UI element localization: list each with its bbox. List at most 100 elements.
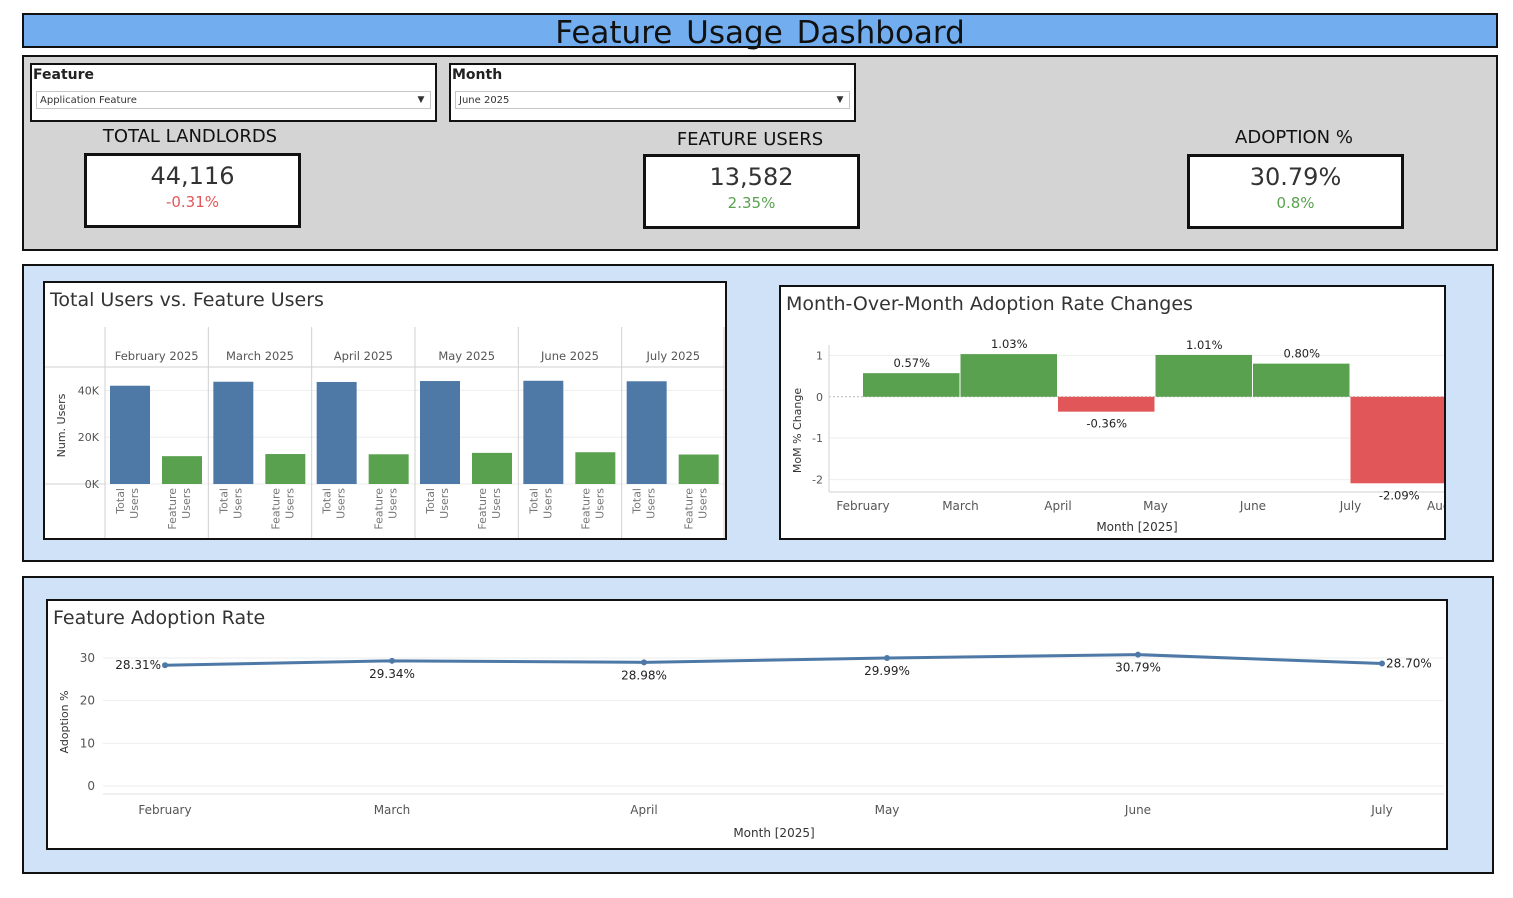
feature-users-bar <box>575 452 616 484</box>
chart-title: Total Users vs. Feature Users <box>50 289 324 311</box>
y-tick-label: -2 <box>812 474 823 487</box>
month-filter-label: Month <box>452 67 503 83</box>
group-header: June 2025 <box>540 349 599 363</box>
data-label: 1.03% <box>991 337 1028 351</box>
feature-select-value: Application Feature <box>40 95 137 106</box>
data-label: 30.79% <box>1115 661 1161 675</box>
data-label: 0.57% <box>893 356 930 370</box>
data-label: 29.34% <box>369 667 415 681</box>
data-point <box>162 662 168 669</box>
month-filter: Month June 2025 ▼ <box>449 63 856 122</box>
x-tick-label: Users <box>335 488 348 519</box>
x-tick-label: August <box>1427 499 1444 513</box>
data-label: 1.01% <box>1186 338 1223 352</box>
data-label: 28.98% <box>621 668 667 682</box>
total-landlords-value: 44,116 <box>150 162 235 190</box>
positive-change-bar <box>960 354 1057 397</box>
x-tick-label: Users <box>180 488 193 519</box>
chart-title: Month-Over-Month Adoption Rate Changes <box>786 293 1193 315</box>
x-tick-label: June <box>1239 499 1266 513</box>
x-tick-label: June <box>1124 803 1151 817</box>
x-tick-label: March <box>374 803 411 817</box>
negative-change-bar <box>1058 396 1155 412</box>
x-tick-label: Users <box>128 488 141 519</box>
x-tick-label: Feature <box>373 488 386 530</box>
y-tick-label: 1 <box>816 349 823 362</box>
mom-chart-card: Month-Over-Month Adoption Rate Changes M… <box>779 285 1446 540</box>
x-tick-label: Users <box>490 488 503 519</box>
y-tick-label: 20 <box>80 694 95 708</box>
adoption-value: 30.79% <box>1249 163 1342 191</box>
feature-users-bar <box>162 456 202 484</box>
chevron-down-icon[interactable]: ▼ <box>836 95 844 105</box>
y-axis-label: MoM % Change <box>791 388 804 474</box>
x-tick-label: May <box>875 803 900 817</box>
mom-bar-chart: MoM % Change 1 0 -1 -2 0.57% 1.03% -0.36% 1.01% 0… <box>791 337 1444 534</box>
y-tick-label: 0 <box>87 779 95 793</box>
filter-kpi-panel: Feature Application Feature ▼ Month June… <box>22 55 1498 251</box>
feature-users-label: FEATURE USERS <box>676 129 824 150</box>
data-label: 28.31% <box>115 658 161 672</box>
negative-change-bar <box>1350 396 1444 484</box>
x-axis-label: Month [2025] <box>1096 520 1177 534</box>
dashboard-title: Feature Usage Dashboard <box>22 13 1498 51</box>
x-tick-label: Total <box>217 488 230 515</box>
adoption-delta: 0.8% <box>1276 194 1315 212</box>
group-header: May 2025 <box>438 349 495 363</box>
y-tick-label: 20K <box>78 431 100 444</box>
adoption-line <box>164 653 1383 667</box>
x-tick-label: Total <box>631 488 644 515</box>
positive-change-bar <box>863 373 960 397</box>
x-tick-label: July <box>1370 803 1393 817</box>
adoption-label: ADOPTION % <box>1235 127 1353 148</box>
data-point <box>641 659 647 666</box>
x-tick-label: Total <box>114 488 127 515</box>
x-tick-label: Users <box>645 488 658 519</box>
x-tick-label: Total <box>527 488 540 515</box>
feature-users-bar <box>265 454 306 484</box>
x-tick-label: March <box>942 499 979 513</box>
feature-users-bar <box>472 452 512 484</box>
total-landlords-card: 44,116 -0.31% <box>84 153 301 228</box>
adoption-line-chart: Adoption % 30 20 10 0 28.31% 29.34% 28.98% 29.99… <box>58 651 1444 840</box>
x-tick-label: Users <box>438 488 451 519</box>
data-label: 0.80% <box>1283 347 1320 361</box>
data-point <box>884 655 890 662</box>
x-tick-label: February <box>138 803 191 817</box>
total-users-bar <box>626 381 667 484</box>
total-users-bar <box>213 381 254 484</box>
y-tick-label: 0 <box>816 391 823 404</box>
y-tick-label: 10 <box>80 736 95 750</box>
total-users-bar <box>523 380 564 484</box>
x-tick-label: Feature <box>269 488 282 530</box>
x-axis-label: Month [2025] <box>733 826 814 840</box>
data-label: -0.36% <box>1086 417 1127 431</box>
x-tick-label: Feature <box>579 488 592 530</box>
positive-change-bar <box>1155 354 1252 397</box>
adoption-card: 30.79% 0.8% <box>1187 154 1404 229</box>
x-tick-label: April <box>1044 499 1071 513</box>
chevron-down-icon[interactable]: ▼ <box>417 95 425 105</box>
data-point <box>1135 651 1141 658</box>
total-landlords-delta: -0.31% <box>165 193 220 211</box>
x-tick-label: July <box>1339 499 1362 513</box>
y-tick-label: 40K <box>78 384 100 397</box>
y-tick-label: 0K <box>85 478 100 491</box>
y-tick-label: 30 <box>80 651 95 665</box>
feature-select[interactable]: Application Feature ▼ <box>36 91 431 109</box>
x-tick-label: Users <box>541 488 554 519</box>
feature-users-card: 13,582 2.35% <box>643 154 860 229</box>
adoption-line-chart-card: Feature Adoption Rate Adoption % 30 20 10 0 2… <box>46 599 1448 850</box>
group-header: February 2025 <box>115 349 199 363</box>
x-tick-label: Users <box>283 488 296 519</box>
y-axis-label: Adoption % <box>58 690 71 753</box>
x-tick-label: Users <box>593 488 606 519</box>
data-label: 28.70% <box>1386 657 1432 671</box>
feature-filter: Feature Application Feature ▼ <box>30 63 437 122</box>
x-tick-label: Feature <box>476 488 489 530</box>
total-users-bar <box>110 385 150 484</box>
x-tick-label: Feature <box>166 488 179 530</box>
month-select[interactable]: June 2025 ▼ <box>455 91 850 109</box>
x-tick-label: Users <box>387 488 400 519</box>
